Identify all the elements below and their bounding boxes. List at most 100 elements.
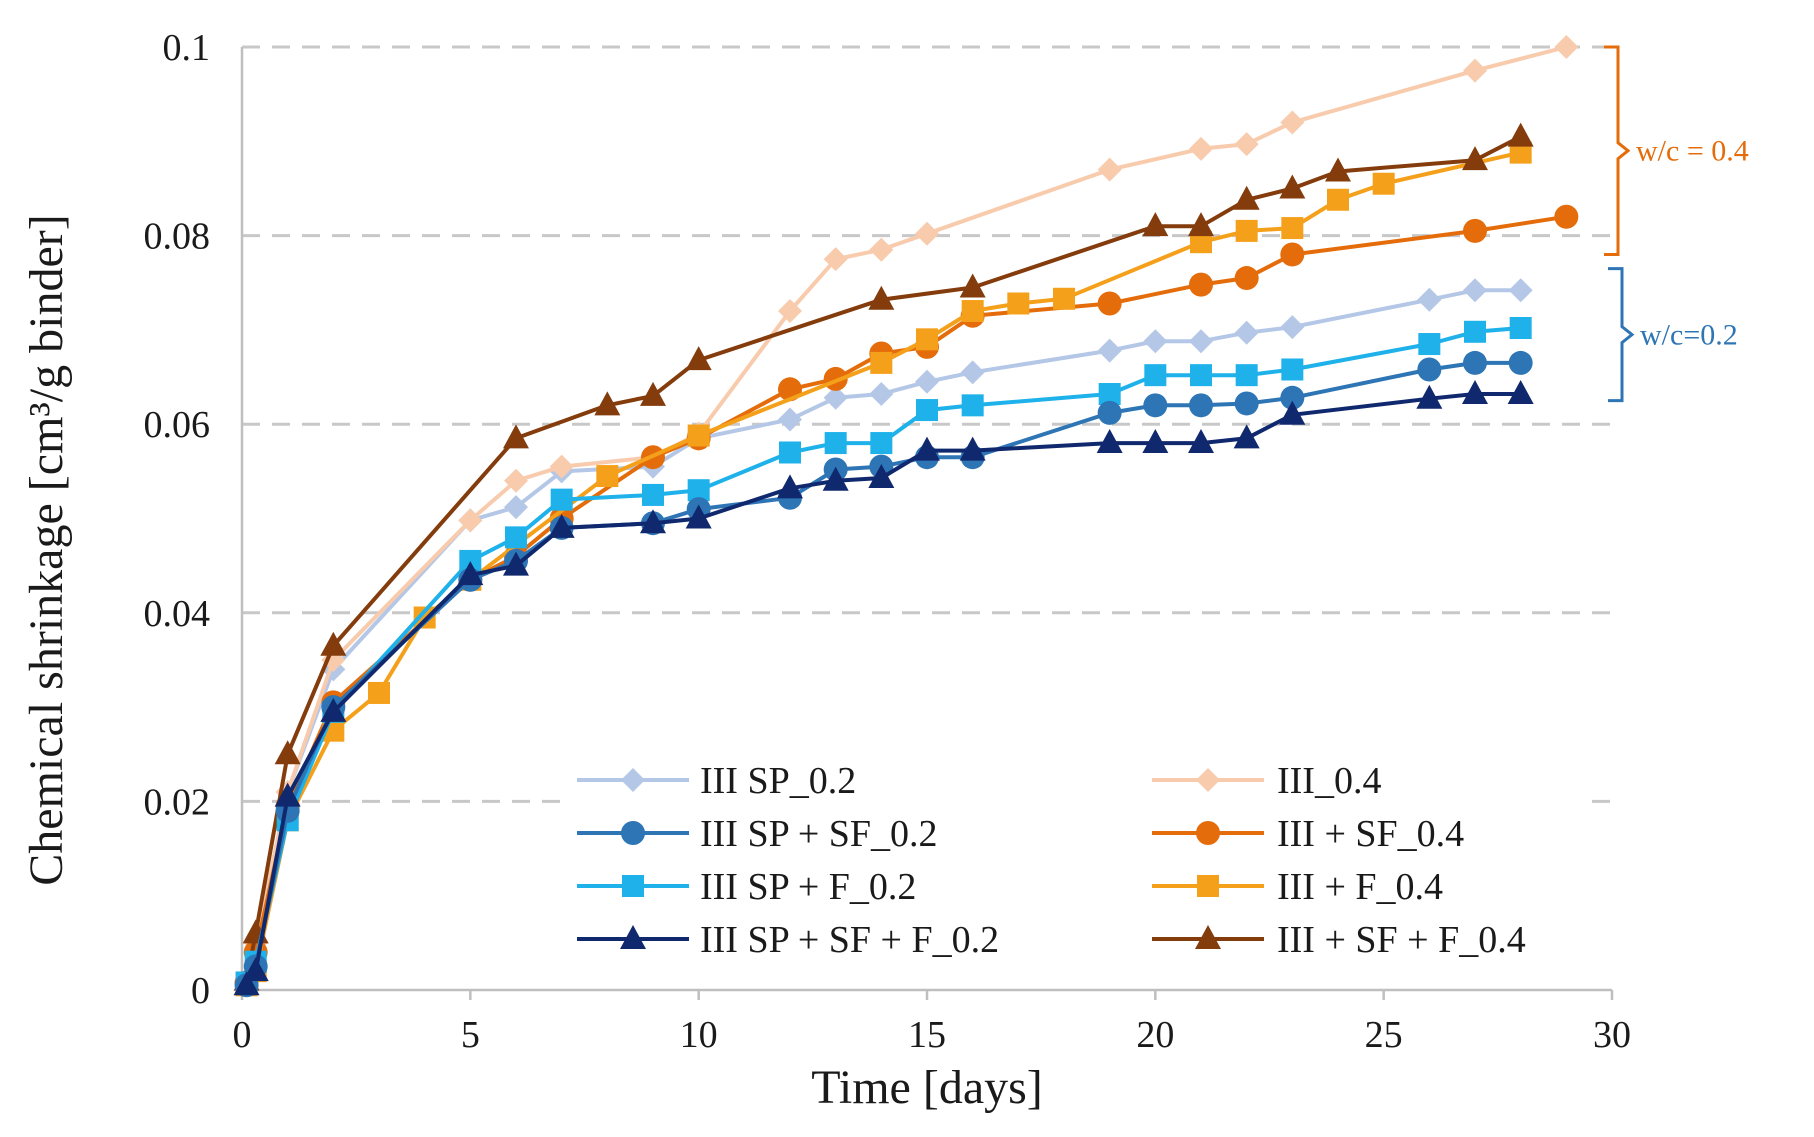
data-point [1416,384,1443,409]
series-line [244,288,1521,982]
y-tick-label: 0.02 [144,781,211,823]
data-point [1190,364,1212,387]
data-point [1280,315,1305,340]
data-point [548,513,575,538]
series-iii-sp-sf-f-0-2 [233,380,1534,996]
x-tick-label: 20 [1136,1014,1174,1056]
y-tick-labels: 0 0.02 0.04 0.06 0.08 0.1 [144,27,211,1012]
data-point [457,561,484,586]
data-point [1325,157,1351,182]
legend-label: III SP + SF + F_0.2 [700,919,999,961]
legend-label: III_0.4 [1277,760,1381,802]
data-point [1281,217,1304,240]
data-point [1280,242,1305,267]
data-point [1509,141,1532,164]
data-point [233,971,260,996]
data-point [1463,218,1487,243]
legend-entry: III SP + F_0.2 [577,866,916,908]
data-point [915,221,939,246]
data-point [1097,400,1122,425]
data-point [1372,172,1395,195]
data-point [1463,58,1487,83]
x-tick-labels: 0 5 10 15 20 25 30 [233,1014,1632,1056]
data-point [1098,383,1121,406]
data-point [642,483,664,506]
data-point [1554,204,1579,229]
data-point [1143,393,1168,418]
data-point [959,273,986,298]
data-point [1234,266,1259,291]
data-point [503,551,529,576]
legend-entry: III SP_0.2 [577,760,856,802]
data-point [1554,35,1579,59]
data-point [413,606,436,629]
annotation-label: w/c=0.2 [1640,319,1738,352]
y-tick-label: 0.08 [144,216,211,258]
data-point [1234,132,1259,157]
data-point [1142,212,1169,237]
data-point [549,454,574,479]
data-point [1188,429,1214,454]
data-point [242,957,269,982]
axes [240,47,1614,1000]
data-point [1234,391,1259,416]
legend-swatch-marker [1195,925,1221,949]
data-point [1281,358,1304,381]
x-tick-label: 0 [233,1014,252,1056]
y-axis-title: Chemical shrinkage [cm³/g binder] [20,214,73,886]
data-point [916,399,938,422]
data-point [1507,380,1534,405]
data-point [594,391,621,416]
x-axis-title: Time [days] [811,1061,1043,1114]
x-tick-label: 5 [461,1014,480,1056]
legend-swatch-marker [1197,875,1219,897]
data-point [274,782,301,807]
legend-label: III SP + SF_0.2 [700,813,938,855]
data-point [550,488,573,511]
annotation-bracket [1608,267,1635,403]
data-point [1189,136,1213,161]
data-point [1189,272,1213,297]
legend-entry: III + F_0.4 [1152,866,1443,908]
data-point [961,300,984,323]
data-point [868,285,895,310]
y-tick-label: 0 [191,970,210,1012]
data-point [869,237,894,262]
annotation-label: w/c = 0.4 [1636,135,1749,168]
data-point [778,299,802,324]
data-point [1462,380,1488,405]
annotation-bracket [1604,45,1631,256]
data-point [1463,350,1487,375]
data-point [914,436,940,461]
data-point [1096,429,1123,454]
y-tick-label: 0.06 [144,404,211,446]
data-point [1007,292,1030,315]
data-point [1235,219,1258,242]
legend-swatch-marker [621,768,645,792]
data-point [779,441,801,464]
data-point [1279,400,1306,425]
data-point [640,509,666,534]
data-point [459,549,482,572]
data-point [458,508,483,533]
data-point [778,407,802,432]
data-point [915,369,939,394]
legend-label: III + F_0.4 [1277,866,1443,908]
data-point [685,504,712,529]
data-point [320,631,347,656]
data-point [959,436,986,461]
data-point [505,526,527,549]
data-point [1462,146,1488,171]
data-point [870,432,893,455]
grid-lines [242,45,1612,803]
x-tick-label: 25 [1365,1014,1403,1056]
data-point [823,247,848,272]
data-point [1418,333,1441,356]
data-point [1190,231,1212,254]
data-point [1188,212,1214,237]
legend-swatch-marker [622,875,644,897]
data-point [1233,185,1260,210]
data-point [1233,424,1260,449]
y-tick-label: 0.1 [163,27,211,69]
